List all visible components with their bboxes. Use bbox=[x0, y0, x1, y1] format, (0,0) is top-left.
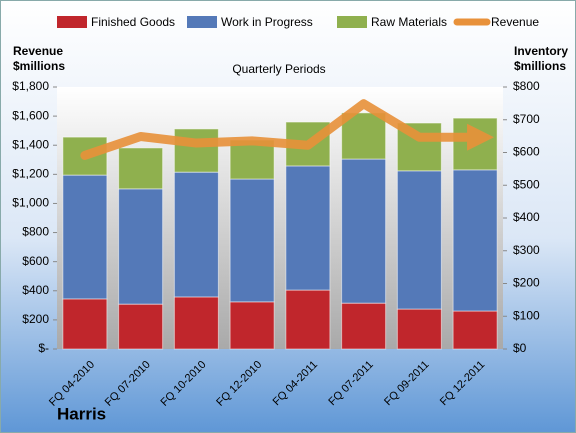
y2-axis-title: $millions bbox=[514, 59, 566, 73]
y2-tick-label: $700 bbox=[513, 112, 540, 126]
bar bbox=[341, 158, 387, 304]
y2-tick-label: $600 bbox=[513, 145, 540, 159]
bar bbox=[396, 170, 442, 310]
line bbox=[80, 99, 495, 160]
bar bbox=[173, 296, 219, 350]
bar bbox=[341, 112, 387, 160]
legend-swatch bbox=[57, 16, 87, 28]
y2-tick-label: $400 bbox=[513, 210, 540, 224]
bar bbox=[229, 301, 275, 350]
chart-title: Quarterly Periods bbox=[232, 62, 325, 76]
legend-label: Raw Materials bbox=[371, 15, 447, 29]
legend-label: Finished Goods bbox=[91, 15, 175, 29]
bar bbox=[285, 165, 331, 291]
bar bbox=[341, 302, 387, 350]
bar bbox=[452, 169, 498, 312]
y-tick-label: $1,000 bbox=[12, 196, 49, 210]
y-tick-label: $1,400 bbox=[12, 137, 49, 151]
y2-tick-label: $500 bbox=[513, 177, 540, 191]
y2-tick-label: $200 bbox=[513, 276, 540, 290]
bar bbox=[452, 310, 498, 350]
y-tick-label: $1,600 bbox=[12, 108, 49, 122]
bar bbox=[229, 139, 275, 180]
y2-tick-label: $0 bbox=[513, 341, 527, 355]
legend-label: Work in Progress bbox=[221, 15, 313, 29]
bar bbox=[118, 188, 164, 305]
y2-tick-label: $300 bbox=[513, 243, 540, 257]
bar bbox=[229, 178, 275, 303]
bar bbox=[62, 298, 108, 350]
y-axis-title: $millions bbox=[13, 59, 65, 73]
y2-axis-title: Inventory bbox=[514, 44, 568, 58]
y2-tick-label: $100 bbox=[513, 308, 540, 322]
bar bbox=[173, 128, 219, 173]
y-tick-label: $400 bbox=[22, 283, 49, 297]
bar bbox=[118, 147, 164, 190]
legend-swatch bbox=[337, 16, 367, 28]
y-tick-label: $600 bbox=[22, 254, 49, 268]
y-tick-label: $200 bbox=[22, 312, 49, 326]
footer: Harris bbox=[57, 404, 106, 423]
y-tick-label: $1,800 bbox=[12, 79, 49, 93]
y-tick-label: $1,200 bbox=[12, 167, 49, 181]
bar bbox=[285, 289, 331, 350]
bar bbox=[173, 171, 219, 298]
bar bbox=[396, 308, 442, 350]
y2-tick-label: $800 bbox=[513, 79, 540, 93]
y-tick-label: $- bbox=[38, 341, 49, 355]
bar bbox=[62, 174, 108, 300]
y-tick-label: $800 bbox=[22, 225, 49, 239]
y-axis-title: Revenue bbox=[13, 44, 63, 58]
bar bbox=[452, 117, 498, 171]
legend-swatch bbox=[187, 16, 217, 28]
bar bbox=[118, 303, 164, 350]
legend-label: Revenue bbox=[491, 15, 539, 29]
